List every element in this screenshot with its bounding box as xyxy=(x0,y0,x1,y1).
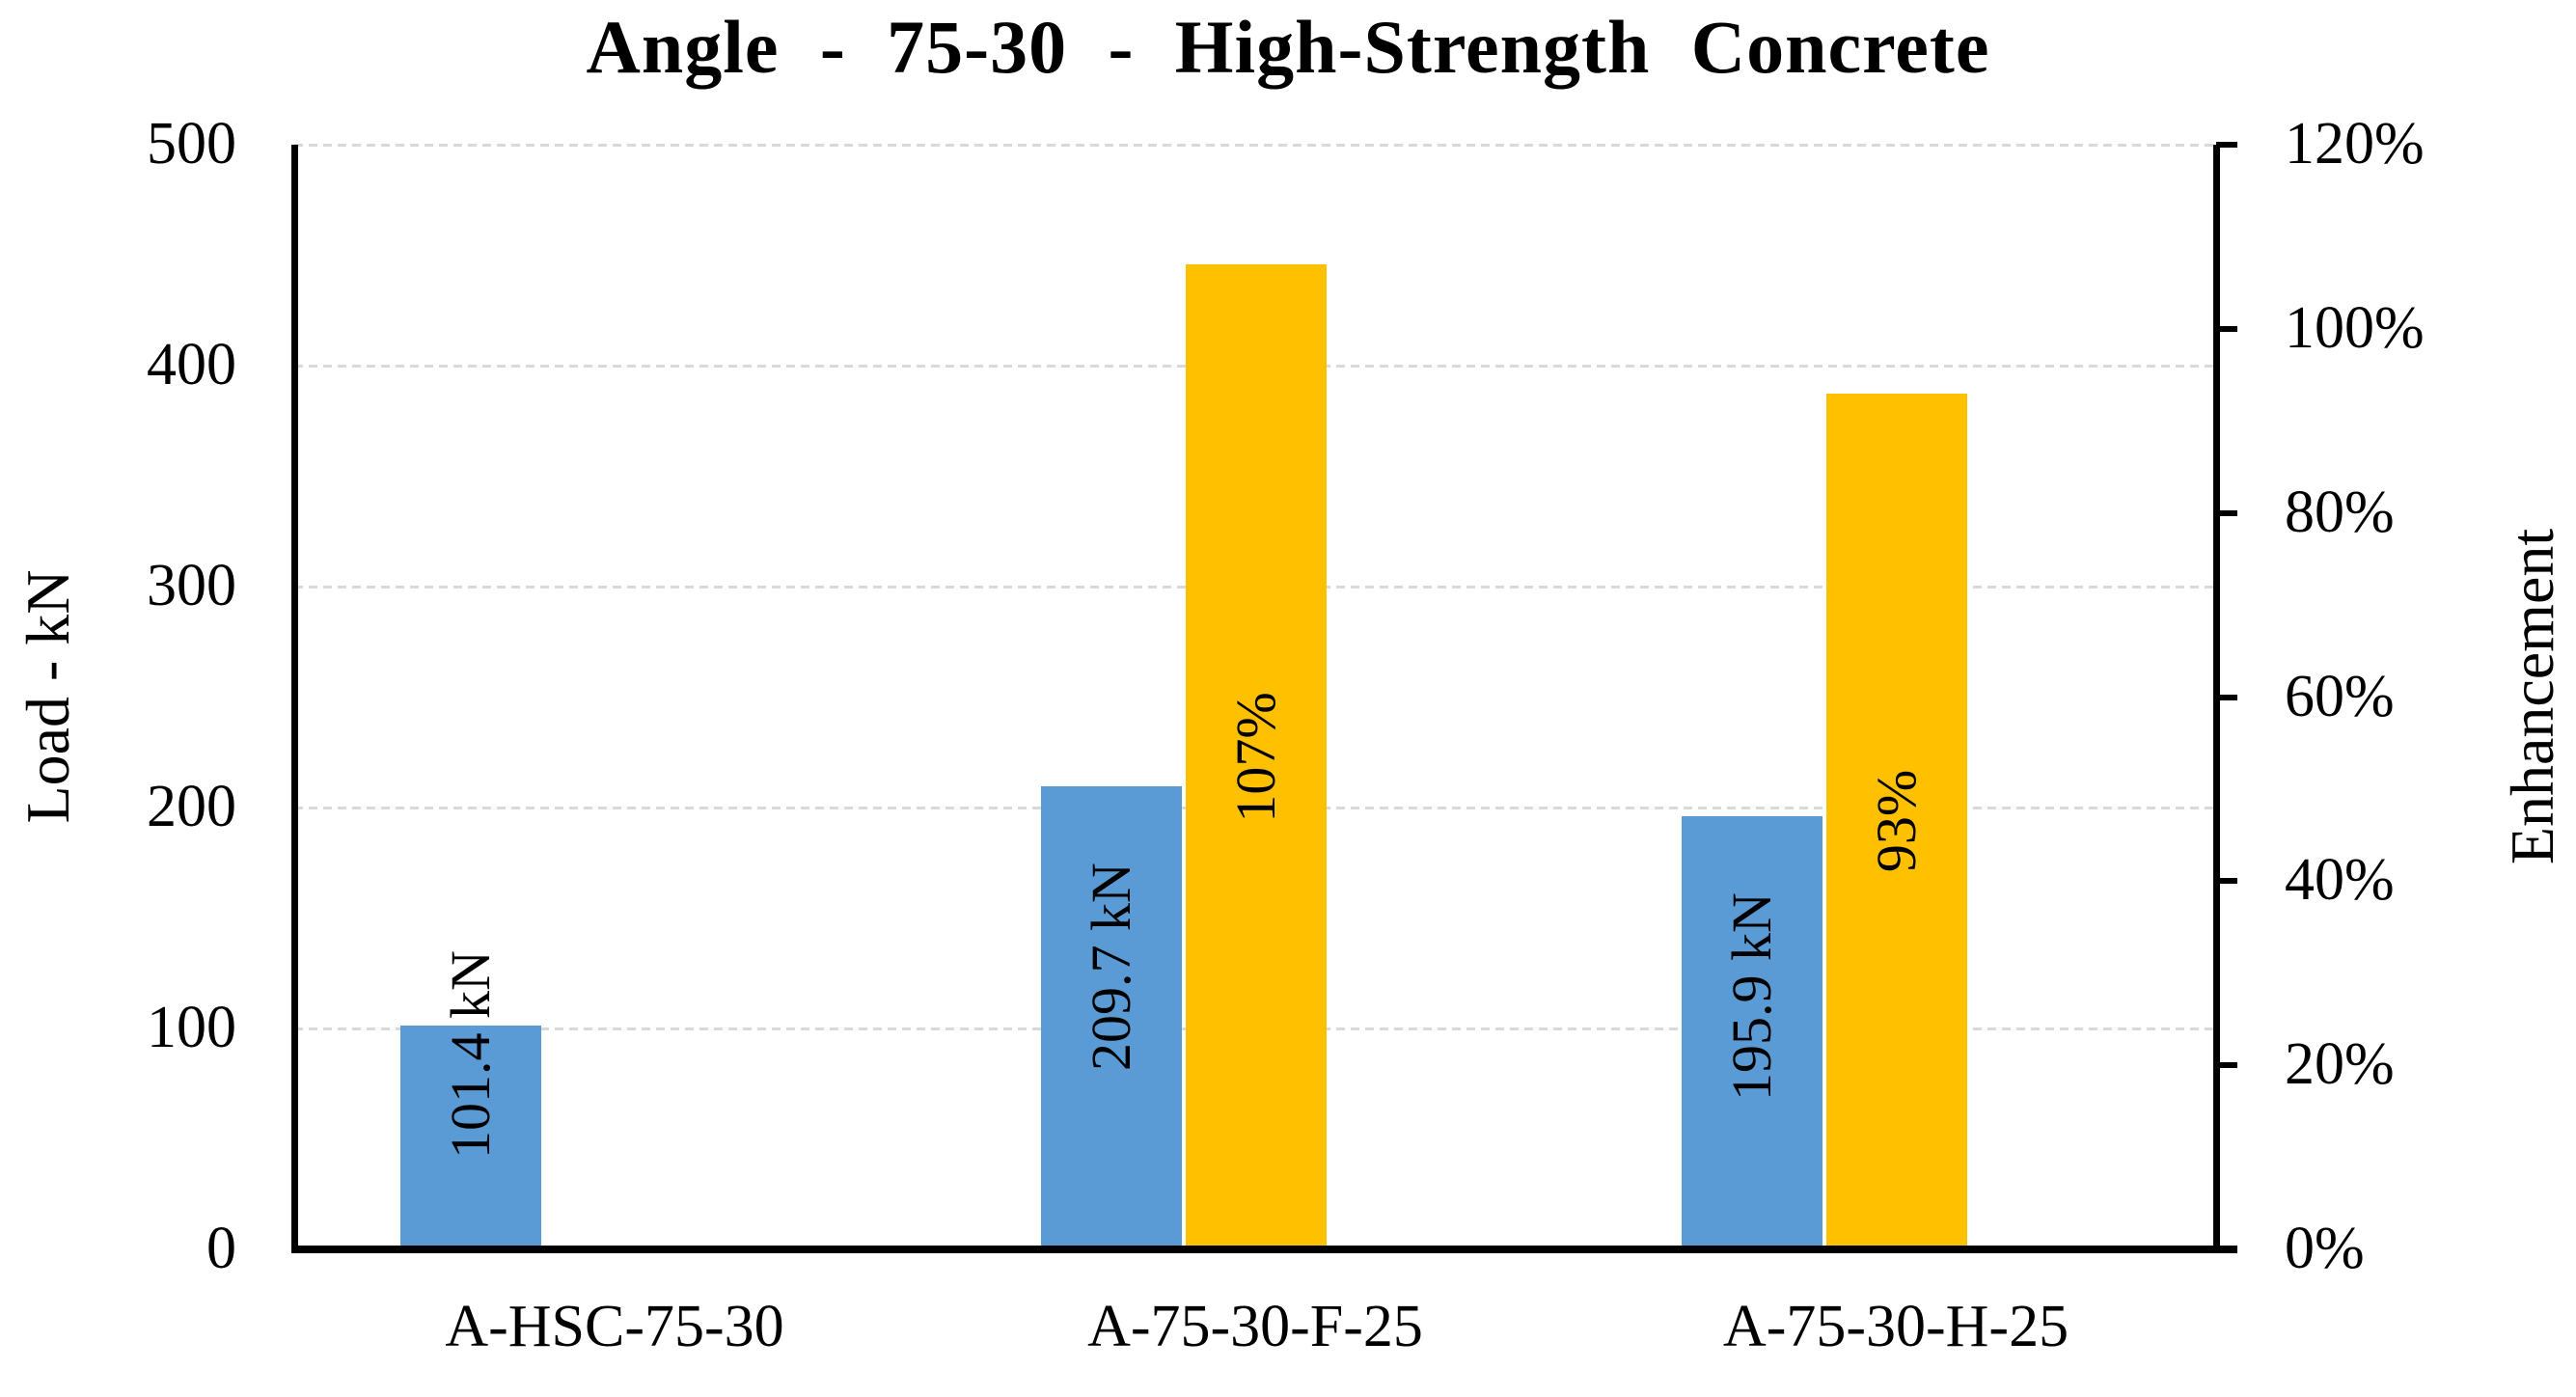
right-axis-tick-mark xyxy=(2216,509,2237,516)
right-tick-label: 80% xyxy=(2285,479,2395,545)
right-tick-label: 60% xyxy=(2285,663,2395,729)
gridline xyxy=(294,144,2216,147)
enhancement-data-label: 93% xyxy=(1865,770,1928,873)
right-axis-line xyxy=(2213,145,2220,1252)
load-bar xyxy=(1682,816,1822,1249)
load-data-label: 209.7 kN xyxy=(1080,862,1142,1071)
left-tick-label: 500 xyxy=(147,110,236,177)
right-tick-label: 20% xyxy=(2285,1030,2395,1097)
right-tick-label: 0% xyxy=(2285,1215,2365,1281)
x-axis-line xyxy=(291,1246,2237,1253)
load-bar xyxy=(400,1025,541,1249)
left-tick-label: 200 xyxy=(147,773,236,839)
enhancement-bar xyxy=(1186,264,1327,1249)
enhancement-bar xyxy=(1826,393,1967,1249)
left-tick-label: 300 xyxy=(147,552,236,618)
right-axis-tick-mark xyxy=(2216,694,2237,700)
left-tick-label: 0 xyxy=(206,1215,236,1281)
category-label: A-75-30-H-25 xyxy=(1722,1294,2069,1359)
right-axis-tick-mark xyxy=(2216,1062,2237,1069)
category-label: A-75-30-F-25 xyxy=(1087,1294,1423,1359)
enhancement-data-label: 107% xyxy=(1224,691,1287,823)
right-axis-tick-mark xyxy=(2216,878,2237,885)
right-axis-tick-mark xyxy=(2216,325,2237,332)
right-tick-label: 120% xyxy=(2285,110,2425,177)
category-label: A-HSC-75-30 xyxy=(445,1294,784,1359)
load-data-label: 101.4 kN xyxy=(439,950,502,1159)
load-data-label: 195.9 kN xyxy=(1720,892,1783,1102)
left-tick-label: 400 xyxy=(147,331,236,397)
right-tick-label: 100% xyxy=(2285,294,2425,361)
chart-title: Angle - 75-30 - High-Strength Concrete xyxy=(586,5,1990,89)
right-axis-tick-mark xyxy=(2216,142,2237,148)
left-axis-line xyxy=(291,145,298,1252)
left-tick-label: 100 xyxy=(147,994,236,1060)
right-axis-title: Enhancement xyxy=(2498,528,2566,865)
right-tick-label: 40% xyxy=(2285,847,2395,914)
load-bar xyxy=(1041,785,1182,1249)
